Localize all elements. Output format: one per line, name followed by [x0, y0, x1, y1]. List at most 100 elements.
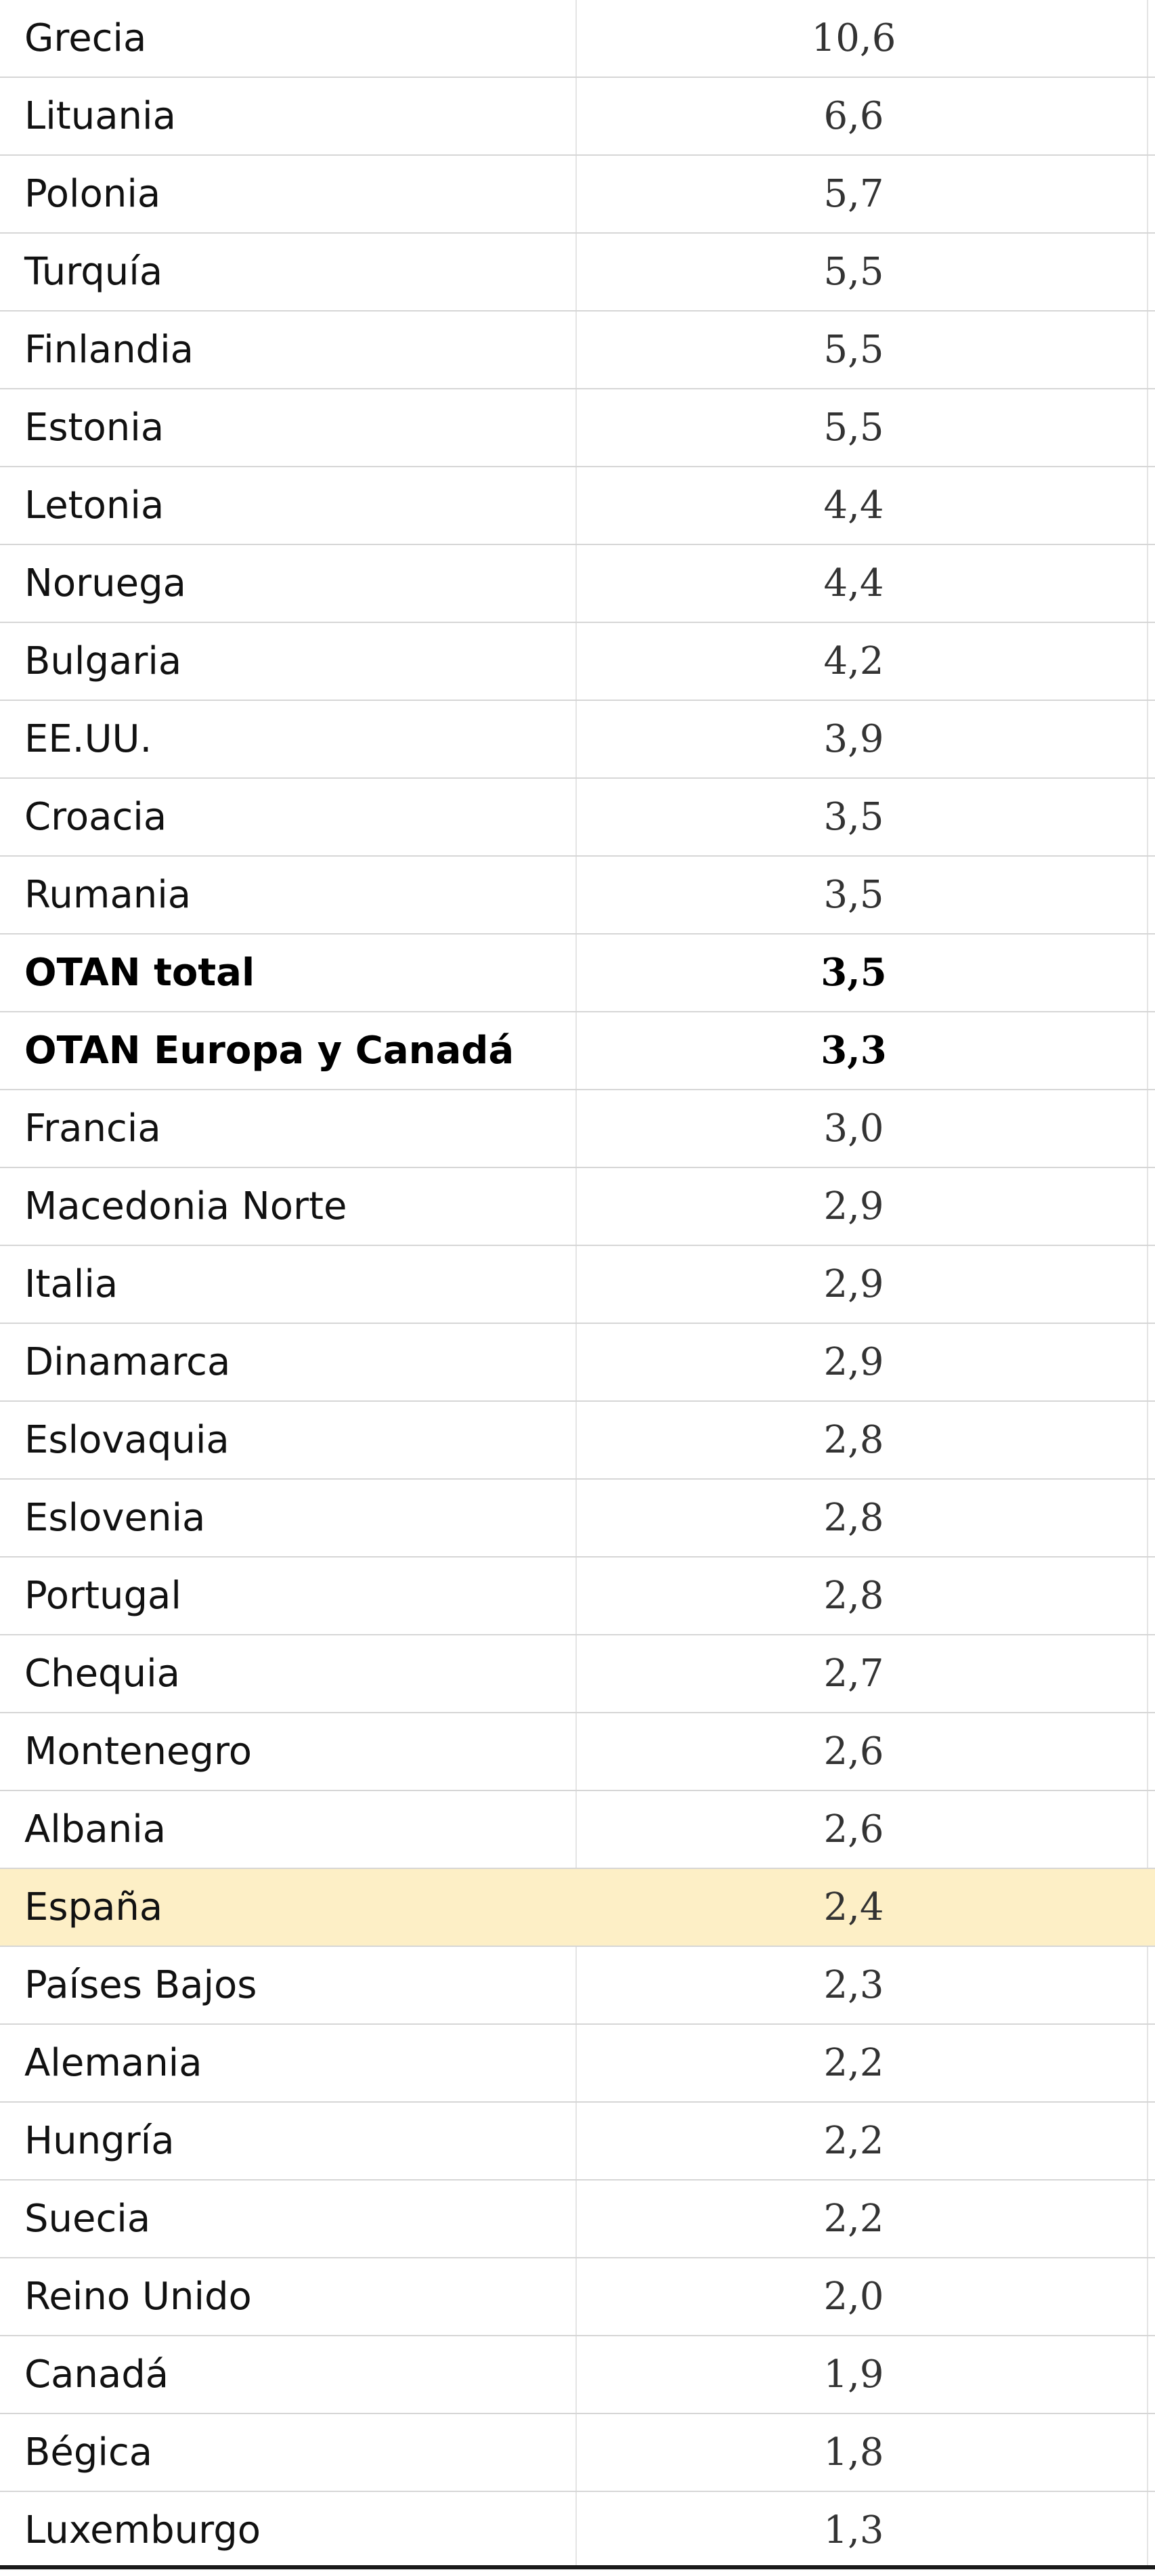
table-row: Estonia 5,5: [0, 389, 1155, 467]
country-name: Turquía: [24, 250, 163, 294]
country-value: 3,5: [823, 873, 884, 917]
country-name: Eslovaquia: [24, 1418, 230, 1462]
country-value: 2,9: [823, 1340, 884, 1384]
country-name: Portugal: [24, 1574, 181, 1618]
table-row: Letonia 4,4: [0, 467, 1155, 545]
table-row: Alemania 2,2: [0, 2025, 1155, 2103]
country-value: 2,0: [823, 2275, 884, 2319]
country-name: Bégica: [24, 2430, 153, 2474]
table-row: Bulgaria 4,2: [0, 623, 1155, 701]
country-name: Canadá: [24, 2353, 169, 2397]
country-value: 2,4: [823, 1885, 884, 1929]
table-row: Macedonia Norte 2,9: [0, 1168, 1155, 1246]
table-bottom-border: [0, 2565, 1155, 2569]
table-row: Hungría 2,2: [0, 2103, 1155, 2181]
country-value: 3,0: [823, 1107, 884, 1151]
country-value: 10,6: [811, 16, 896, 60]
table-row-total: OTAN total 3,5: [0, 935, 1155, 1012]
country-name: Países Bajos: [24, 1963, 257, 2007]
country-value: 1,8: [823, 2430, 884, 2474]
table-row: Eslovaquia 2,8: [0, 1402, 1155, 1480]
country-value: 2,8: [823, 1574, 884, 1618]
table-row: Albania 2,6: [0, 1791, 1155, 1869]
country-value: 5,5: [823, 328, 884, 372]
table-row: Dinamarca 2,9: [0, 1324, 1155, 1402]
country-name: Reino Unido: [24, 2275, 252, 2319]
country-value: 2,2: [823, 2041, 884, 2085]
country-value: 2,6: [823, 1807, 884, 1851]
country-value: 2,8: [823, 1418, 884, 1462]
country-name: Estonia: [24, 406, 165, 450]
country-name: EE.UU.: [24, 717, 152, 761]
country-name: Rumania: [24, 873, 192, 917]
country-name: Montenegro: [24, 1730, 253, 1774]
table-row: Lituania 6,6: [0, 78, 1155, 156]
country-name: Lituania: [24, 94, 176, 138]
country-value: 5,5: [823, 406, 884, 450]
table-row: Suecia 2,2: [0, 2181, 1155, 2258]
country-value: 2,7: [823, 1652, 884, 1696]
table-row: Rumania 3,5: [0, 857, 1155, 935]
country-value: 6,6: [823, 94, 884, 138]
column-divider: [575, 0, 577, 2567]
country-name: Eslovenia: [24, 1496, 206, 1540]
table-row: EE.UU. 3,9: [0, 701, 1155, 779]
country-name: Luxemburgo: [24, 2508, 261, 2552]
country-name: Albania: [24, 1807, 167, 1851]
table-row: Reino Unido 2,0: [0, 2258, 1155, 2336]
table-row: Noruega 4,4: [0, 545, 1155, 623]
country-name: Croacia: [24, 795, 167, 839]
table-row: Chequia 2,7: [0, 1635, 1155, 1713]
aggregate-value: 3,3: [821, 1028, 887, 1073]
country-name: Grecia: [24, 16, 147, 60]
country-value: 4,2: [823, 639, 884, 683]
country-value: 2,2: [823, 2197, 884, 2241]
table-row: Grecia 10,6: [0, 0, 1155, 78]
country-value: 1,9: [823, 2353, 884, 2397]
country-value: 3,9: [823, 717, 884, 761]
country-name: Francia: [24, 1107, 161, 1151]
table-row: Luxemburgo 1,3: [0, 2492, 1155, 2570]
table-row: Montenegro 2,6: [0, 1713, 1155, 1791]
country-name: Letonia: [24, 484, 165, 528]
table-row: Polonia 5,7: [0, 156, 1155, 234]
country-value: 2,9: [823, 1262, 884, 1306]
country-name: Chequia: [24, 1652, 180, 1696]
table-row: Eslovenia 2,8: [0, 1480, 1155, 1558]
country-value: 5,7: [823, 172, 884, 216]
table-row-total: OTAN Europa y Canadá 3,3: [0, 1012, 1155, 1090]
table-row: Canadá 1,9: [0, 2336, 1155, 2414]
table-row: Países Bajos 2,3: [0, 1947, 1155, 2025]
country-value: 2,3: [823, 1963, 884, 2007]
country-value: 1,3: [823, 2508, 884, 2552]
country-value: 5,5: [823, 250, 884, 294]
country-name: Hungría: [24, 2119, 175, 2163]
country-name: Italia: [24, 1262, 118, 1306]
table-row: Italia 2,9: [0, 1246, 1155, 1324]
country-value: 4,4: [823, 561, 884, 605]
table-row: Francia 3,0: [0, 1090, 1155, 1168]
country-value: 2,2: [823, 2119, 884, 2163]
country-value: 4,4: [823, 484, 884, 528]
table-row-highlighted: España 2,4: [0, 1869, 1155, 1947]
aggregate-value: 3,5: [821, 950, 887, 995]
country-name: Alemania: [24, 2041, 202, 2085]
country-name: Bulgaria: [24, 639, 182, 683]
country-name: Polonia: [24, 172, 161, 216]
country-name: Dinamarca: [24, 1340, 231, 1384]
country-name: Finlandia: [24, 328, 194, 372]
table-row: Turquía 5,5: [0, 234, 1155, 312]
country-value: 2,8: [823, 1496, 884, 1540]
aggregate-name: OTAN total: [24, 951, 255, 995]
country-value: 2,9: [823, 1184, 884, 1228]
country-value: 3,5: [823, 795, 884, 839]
aggregate-name: OTAN Europa y Canadá: [24, 1029, 515, 1073]
right-border: [1147, 0, 1148, 2567]
country-name: Noruega: [24, 561, 186, 605]
country-name: Macedonia Norte: [24, 1184, 347, 1228]
table-row: Portugal 2,8: [0, 1558, 1155, 1635]
table-row: Bégica 1,8: [0, 2414, 1155, 2492]
table-row: Croacia 3,5: [0, 779, 1155, 857]
country-name: Suecia: [24, 2197, 151, 2241]
